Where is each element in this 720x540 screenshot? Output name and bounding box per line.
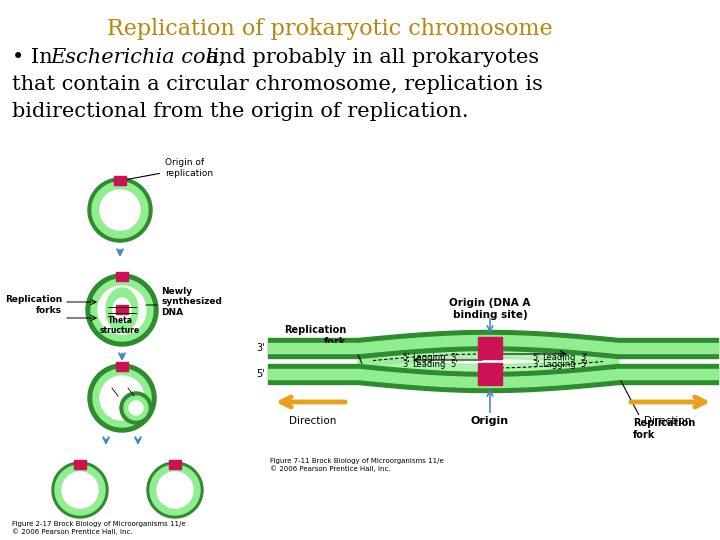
Text: Escherichia coli,: Escherichia coli,: [50, 48, 225, 67]
Text: Origin (DNA A
binding site): Origin (DNA A binding site): [449, 298, 531, 320]
Polygon shape: [100, 376, 144, 420]
Bar: [116, 362, 128, 371]
Text: and probably in all prokaryotes: and probably in all prokaryotes: [200, 48, 539, 67]
Bar: [116, 272, 128, 281]
Text: Replication of prokaryotic chromosome: Replication of prokaryotic chromosome: [107, 18, 553, 40]
Text: Figure 7-11 Brock Biology of Microorganisms 11/e
© 2006 Pearson Prentice Hall, I: Figure 7-11 Brock Biology of Microorgani…: [270, 458, 444, 472]
Bar: [478, 363, 502, 385]
Polygon shape: [147, 462, 203, 518]
Text: Origin of
replication: Origin of replication: [127, 158, 213, 179]
Polygon shape: [120, 392, 152, 424]
Polygon shape: [52, 462, 108, 518]
Text: 3': 3': [580, 353, 588, 362]
Polygon shape: [88, 178, 152, 242]
Bar: [74, 460, 86, 469]
Polygon shape: [150, 465, 200, 515]
Polygon shape: [62, 472, 98, 508]
Text: Leading: Leading: [542, 353, 576, 362]
Text: 3': 3': [450, 353, 458, 362]
Text: 3': 3': [256, 343, 265, 353]
Bar: [169, 460, 181, 469]
Polygon shape: [106, 288, 138, 332]
Text: Lagging: Lagging: [542, 360, 576, 369]
Text: 5': 5': [580, 360, 588, 369]
Text: 5': 5': [450, 360, 458, 369]
Polygon shape: [100, 190, 140, 230]
Text: Lagging: Lagging: [412, 353, 446, 362]
Polygon shape: [124, 396, 148, 420]
Text: bidirectional from the origin of replication.: bidirectional from the origin of replica…: [12, 102, 469, 121]
Text: Direction: Direction: [289, 416, 337, 426]
Text: 5': 5': [402, 353, 410, 362]
Polygon shape: [98, 286, 146, 334]
Text: Newly
synthesized
DNA: Newly synthesized DNA: [161, 287, 222, 317]
Text: that contain a circular chromosome, replication is: that contain a circular chromosome, repl…: [12, 75, 543, 94]
Text: 3': 3': [532, 360, 540, 369]
Bar: [116, 305, 128, 314]
Text: Figure 2-17 Brock Biology of Microorganisms 11/e
© 2006 Pearson Prentice Hall, I: Figure 2-17 Brock Biology of Microorgani…: [12, 521, 186, 535]
Polygon shape: [157, 472, 193, 508]
Text: Leading: Leading: [413, 360, 446, 369]
Polygon shape: [86, 274, 158, 346]
Text: 3': 3': [402, 360, 410, 369]
Text: Replication
fork: Replication fork: [284, 325, 346, 347]
Text: Direction: Direction: [644, 416, 692, 426]
Polygon shape: [91, 279, 153, 341]
Bar: [478, 337, 502, 359]
Text: 5': 5': [532, 353, 540, 362]
Text: Origin: Origin: [471, 416, 509, 426]
Text: 5': 5': [256, 369, 265, 379]
Polygon shape: [93, 369, 151, 427]
Polygon shape: [88, 364, 156, 432]
Text: Theta
structure: Theta structure: [100, 316, 140, 335]
Polygon shape: [129, 401, 143, 415]
Polygon shape: [113, 298, 131, 322]
Text: Replication
forks: Replication forks: [5, 295, 62, 315]
Bar: [114, 176, 126, 185]
Text: • In: • In: [12, 48, 59, 67]
Polygon shape: [92, 182, 148, 238]
Polygon shape: [55, 465, 105, 515]
Text: Replication
fork: Replication fork: [633, 418, 696, 440]
